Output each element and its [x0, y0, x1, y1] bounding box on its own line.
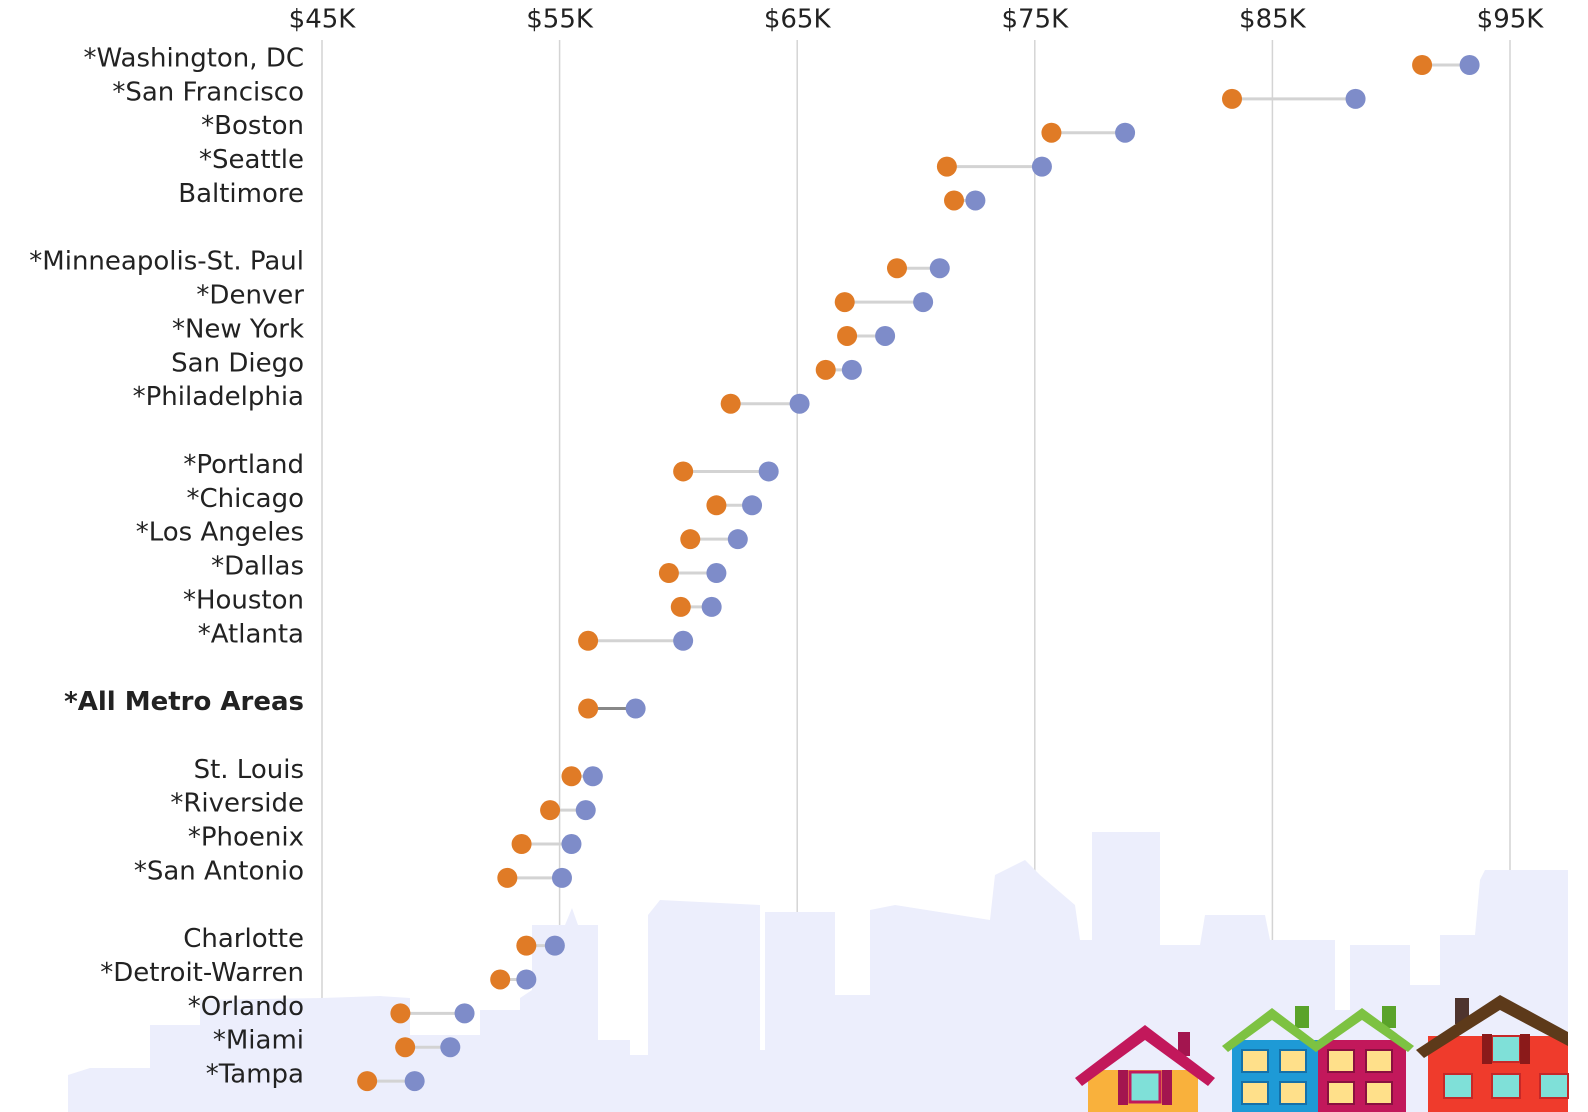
dot [875, 326, 895, 346]
dot [561, 766, 581, 786]
dot [1412, 55, 1432, 75]
dot [887, 258, 907, 278]
category-label: *Portland [183, 450, 304, 480]
dot [490, 969, 510, 989]
category-label: *Riverside [170, 789, 304, 819]
x-tick-label: $55K [526, 5, 594, 35]
dot [965, 190, 985, 210]
dot [405, 1071, 425, 1091]
x-tick-label: $85K [1239, 5, 1307, 35]
dot [512, 834, 532, 854]
dot [790, 394, 810, 414]
dot [357, 1071, 377, 1091]
dot [759, 461, 779, 481]
dot [913, 292, 933, 312]
category-label: Baltimore [178, 179, 304, 209]
x-tick-label: $75K [1001, 5, 1069, 35]
dot [1460, 55, 1480, 75]
dot [545, 936, 565, 956]
dot [1222, 89, 1242, 109]
dot [835, 292, 855, 312]
dot [728, 529, 748, 549]
dot [1041, 123, 1061, 143]
dot [1115, 123, 1135, 143]
dot [561, 834, 581, 854]
dot [455, 1003, 475, 1023]
category-label: *All Metro Areas [64, 687, 304, 717]
category-label: Charlotte [183, 924, 304, 954]
dot [842, 360, 862, 380]
dot [706, 495, 726, 515]
dot [552, 868, 572, 888]
dot [837, 326, 857, 346]
category-label: *Boston [201, 111, 304, 141]
category-label: *Dallas [211, 552, 304, 582]
dot [516, 969, 536, 989]
dot [576, 800, 596, 820]
category-label: *Denver [196, 281, 304, 311]
dot [578, 699, 598, 719]
x-tick-label: $95K [1477, 5, 1545, 35]
dot [578, 631, 598, 651]
dot [1032, 157, 1052, 177]
category-label: *Chicago [187, 484, 305, 514]
category-label: *Tampa [206, 1060, 304, 1090]
dot [497, 868, 517, 888]
category-label: *Houston [183, 585, 304, 615]
category-label: *New York [172, 314, 304, 344]
dot [680, 529, 700, 549]
dot [721, 394, 741, 414]
category-label: *Washington, DC [84, 44, 305, 74]
category-label: *Philadelphia [133, 382, 304, 412]
category-label: St. Louis [194, 755, 304, 785]
dot [742, 495, 762, 515]
dot [395, 1037, 415, 1057]
dot [516, 936, 536, 956]
dot [673, 631, 693, 651]
dot [659, 563, 679, 583]
dot [540, 800, 560, 820]
category-label: *Detroit-Warren [100, 958, 304, 988]
category-label: *Seattle [199, 145, 304, 175]
chart: $45K$55K$65K$75K$85K$95K*Washington, DC*… [0, 0, 1588, 1112]
dot [390, 1003, 410, 1023]
dot [673, 461, 693, 481]
dot [626, 699, 646, 719]
category-label: San Diego [171, 348, 304, 378]
dot [944, 190, 964, 210]
category-label: *San Antonio [134, 856, 304, 886]
dot [930, 258, 950, 278]
category-label: *Minneapolis-St. Paul [29, 247, 304, 277]
dot [440, 1037, 460, 1057]
category-label: *Miami [213, 1026, 304, 1056]
dot [702, 597, 722, 617]
dot [937, 157, 957, 177]
dot [671, 597, 691, 617]
dot [1346, 89, 1366, 109]
category-label: *Phoenix [188, 823, 304, 853]
category-label: *Atlanta [198, 619, 304, 649]
dot [706, 563, 726, 583]
category-label: *Orlando [188, 992, 304, 1022]
category-label: *Los Angeles [136, 518, 304, 548]
dot [816, 360, 836, 380]
x-tick-label: $45K [289, 5, 357, 35]
dot [583, 766, 603, 786]
x-tick-label: $65K [764, 5, 832, 35]
category-label: *San Francisco [112, 77, 304, 107]
